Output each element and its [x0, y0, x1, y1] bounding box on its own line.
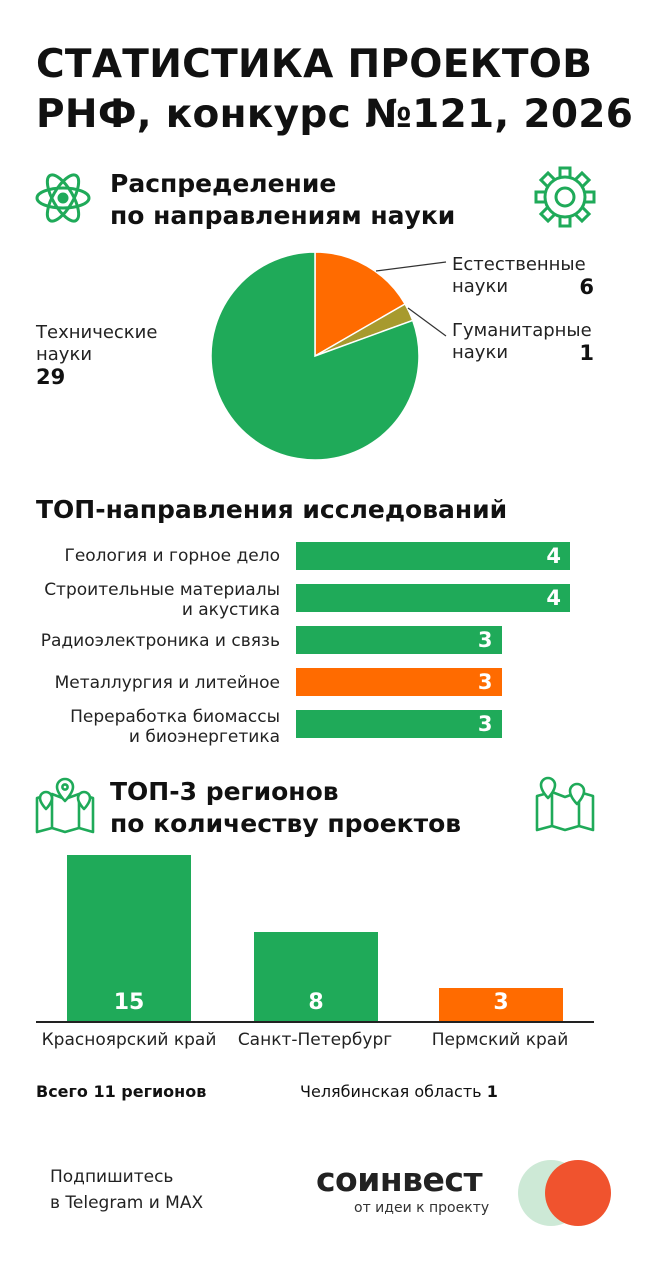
subscribe-text-line1: Подпишитесь — [50, 1167, 174, 1187]
pie-slice-natural — [314, 251, 407, 358]
hbar-label-3: Металлургия и литейное — [34, 673, 280, 693]
vbar-2: 3 — [439, 987, 563, 1021]
vbar-0: 15 — [67, 855, 191, 1021]
section-top-directions-title: ТОП-направления исследований — [36, 495, 508, 524]
extra-region-name: Челябинская область — [300, 1082, 482, 1101]
gear-icon — [534, 166, 596, 228]
hbar-label-2: Радиоэлектроника и связь — [34, 631, 280, 651]
hbar-value-3: 3 — [477, 670, 493, 694]
vbar-label-1: Санкт-Петербург — [237, 1030, 393, 1050]
page-title-line1: СТАТИСТИКА ПРОЕКТОВ — [36, 42, 593, 87]
pie-label-technical-line1: Технические — [36, 322, 158, 343]
pie-label-technical: Технические науки 29 — [36, 322, 157, 388]
pie-value-technical: 29 — [36, 365, 66, 389]
vbar-label-2: Пермский край — [431, 1030, 569, 1050]
hbar-0: 4 — [296, 542, 570, 570]
pie-label-humanities-line2: науки — [452, 342, 509, 363]
hbar-4: 3 — [296, 710, 502, 738]
pie-label-humanities-line1: Гуманитарные — [452, 320, 592, 341]
hbar-label-1-line2: и акустика — [181, 600, 280, 620]
extra-region-value: 1 — [486, 1082, 498, 1101]
hbar-label-0: Геология и горное дело — [34, 546, 280, 566]
map-pins-icon — [34, 776, 96, 834]
logo-circles-icon — [518, 1160, 611, 1226]
regions-total: Всего 11 регионов — [36, 1082, 207, 1101]
pie-label-humanities: Гуманитарные науки 1 — [452, 320, 596, 364]
hbar-label-3-line1: Металлургия и литейное — [54, 673, 280, 693]
hbar-label-4-line2: и биоэнергетика — [128, 727, 280, 747]
hbar-value-2: 3 — [477, 628, 493, 652]
pie-slice-technical — [210, 251, 420, 461]
logo-text: соинвест — [316, 1160, 483, 1199]
hbar-1: 4 — [296, 584, 570, 612]
hbar-label-0-line1: Геология и горное дело — [64, 546, 280, 566]
hbar-label-1: Строительные материалы и акустика — [34, 580, 280, 620]
map-pins-icon-right — [534, 774, 596, 834]
vbar-value-0: 15 — [113, 990, 145, 1015]
pie-chart — [210, 251, 447, 461]
hbar-label-2-line1: Радиоэлектроника и связь — [40, 631, 280, 651]
pie-leader-line-natural — [375, 261, 447, 272]
section-distribution-title-line1: Распределение — [110, 169, 337, 198]
pie-label-natural: Естественные науки 6 — [452, 254, 596, 298]
vbar-baseline — [36, 1021, 594, 1023]
vbar-label-0: Красноярский край — [41, 1030, 217, 1050]
hbar-label-4-line1: Переработка биомассы — [70, 707, 280, 727]
logo: соинвест от идеи к проекту — [316, 1160, 506, 1216]
subscribe-text-line2: в Telegram и MAX — [50, 1193, 204, 1213]
hbar-2: 3 — [296, 626, 502, 654]
pie-label-natural-line1: Естественные — [452, 254, 586, 275]
subscribe-text[interactable]: Подпишитесь в Telegram и MAX — [50, 1164, 203, 1216]
vbar-1: 8 — [254, 932, 378, 1021]
pie-label-natural-line2: науки — [452, 276, 509, 297]
logo-tagline: от идеи к проекту — [354, 1200, 490, 1216]
hbar-label-4: Переработка биомассы и биоэнергетика — [34, 707, 280, 747]
section-distribution-title-line2: по направлениям науки — [110, 201, 456, 230]
vbar-value-2: 3 — [493, 989, 509, 1015]
hbar-value-0: 4 — [546, 544, 561, 568]
pie-label-technical-line2: науки — [36, 344, 93, 365]
hbar-label-1-line1: Строительные материалы — [44, 580, 280, 600]
pie-value-natural: 6 — [579, 275, 594, 299]
section-top-regions-title-line2: по количеству проектов — [110, 809, 462, 838]
section-distribution-title: Распределение по направлениям науки — [110, 168, 455, 232]
pie-value-humanities: 1 — [579, 341, 594, 365]
hbar-value-1: 4 — [546, 586, 561, 610]
vbar-value-1: 8 — [308, 989, 324, 1015]
page-title-line2: РНФ, конкурс №121, 2026 — [36, 92, 634, 137]
pie-leader-line-humanities — [407, 307, 447, 337]
atom-icon — [33, 168, 93, 228]
extra-region: Челябинская область 1 — [300, 1082, 498, 1101]
section-top-regions-title: ТОП-3 регионов по количеству проектов — [110, 776, 461, 840]
hbar-3: 3 — [296, 668, 502, 696]
hbar-value-4: 3 — [477, 712, 493, 736]
page-title: СТАТИСТИКА ПРОЕКТОВ РНФ, конкурс №121, 2… — [36, 40, 636, 140]
section-top-regions-title-line1: ТОП-3 регионов — [110, 777, 339, 806]
